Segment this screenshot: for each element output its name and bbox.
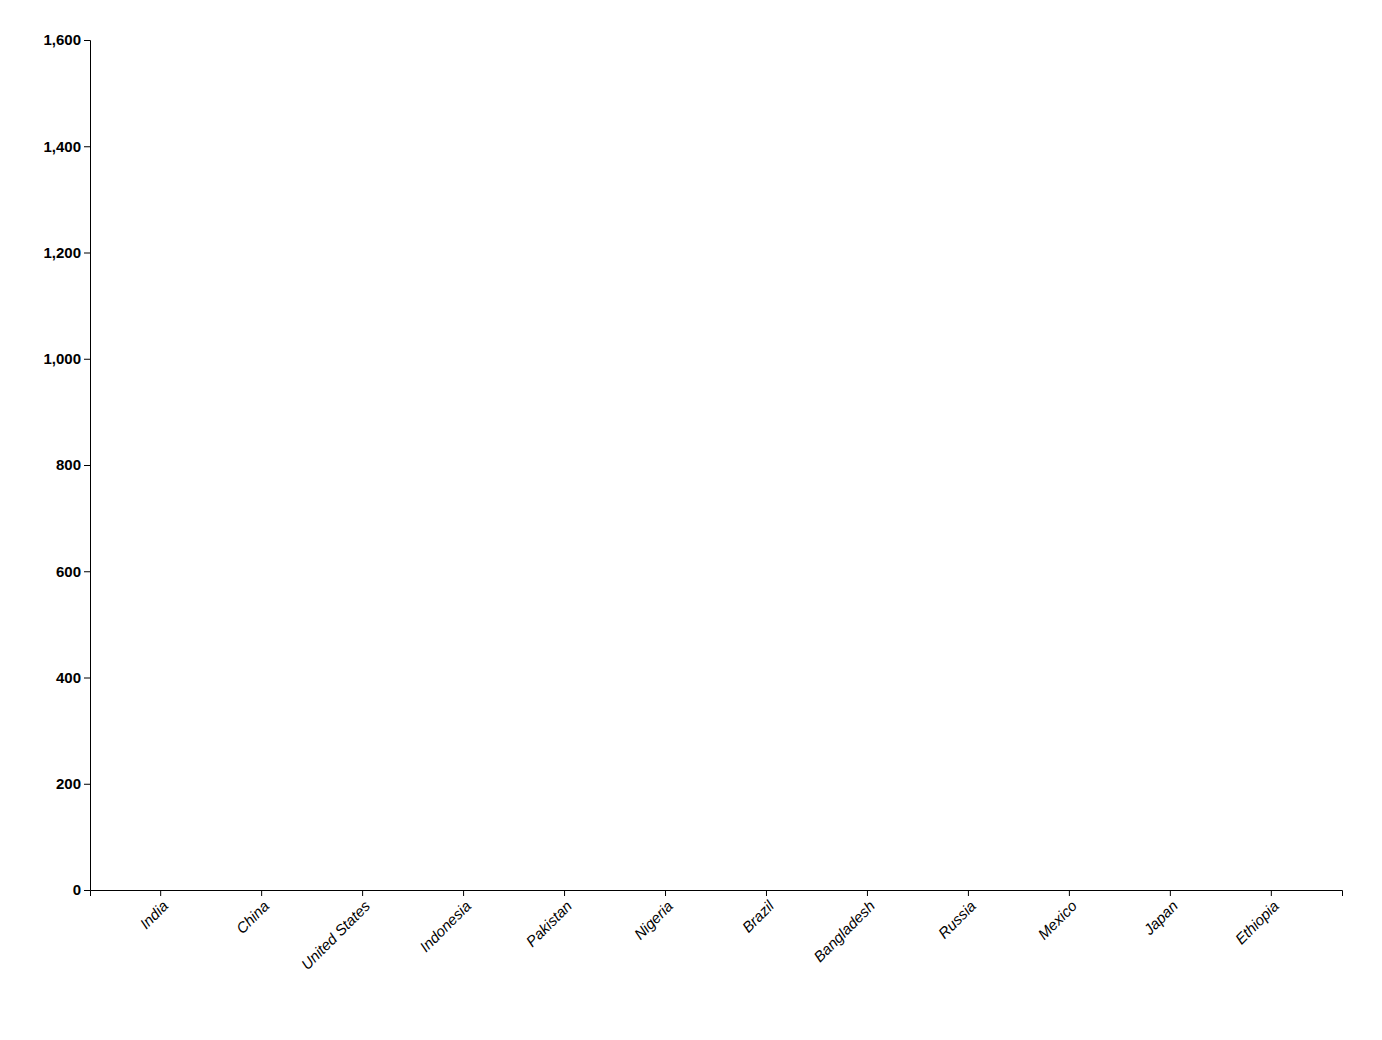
y-tick-label: 400 [56, 669, 81, 686]
x-tick-label: United States [298, 897, 374, 973]
chart: India China United States Indonesia Pakistan… [0, 0, 1382, 1040]
y-tick: 800 [56, 456, 90, 473]
x-tick: United States [298, 890, 374, 973]
x-tick-label: Pakistan [522, 897, 575, 950]
x-tick-label: Bangladesh [810, 897, 878, 965]
bar [938, 890, 999, 891]
y-tick-label: 1,200 [43, 244, 81, 261]
x-tick-label: Brazil [739, 897, 778, 936]
y-tick: 1,000 [43, 350, 90, 367]
y-tick-label: 600 [56, 563, 81, 580]
bar [736, 890, 797, 891]
bar [1140, 890, 1201, 891]
y-axis: 0 200 400 600 800 1,000 1,200 1,400 1,600 [43, 31, 90, 898]
x-tick: Indonesia [416, 890, 474, 955]
x-tick: Nigeria [630, 890, 676, 943]
x-tick-mark [1271, 890, 1272, 896]
x-tick-mark [261, 890, 262, 896]
bar [635, 890, 696, 891]
y-tick-mark [84, 359, 90, 360]
y-tick-mark [84, 253, 90, 254]
y-tick-label: 1,000 [43, 350, 81, 367]
x-tick-mark [766, 890, 767, 896]
x-tick: Brazil [739, 890, 778, 936]
x-tick: Russia [935, 890, 979, 942]
y-tick-label: 1,400 [43, 138, 81, 155]
plot: India China United States Indonesia Pakistan… [43, 31, 1342, 972]
y-axis-line [84, 41, 91, 891]
x-tick: Mexico [1034, 890, 1080, 943]
x-tick-label: Russia [935, 897, 979, 941]
bar [332, 890, 393, 891]
x-tick-mark [867, 890, 868, 896]
y-tick-label: 1,600 [43, 31, 81, 48]
x-tick-mark [564, 890, 565, 896]
y-tick: 600 [56, 563, 90, 580]
y-tick: 1,400 [43, 138, 90, 155]
y-tick-mark [84, 40, 90, 41]
y-tick-label: 0 [73, 881, 81, 898]
y-tick: 1,600 [43, 31, 90, 48]
x-tick-mark [1170, 890, 1171, 896]
bar [231, 890, 292, 891]
x-tick-label: India [136, 897, 171, 932]
x-tick: Ethiopia [1232, 890, 1282, 947]
y-tick-mark [84, 890, 90, 891]
y-tick-label: 800 [56, 456, 81, 473]
y-tick-mark [84, 784, 90, 785]
x-tick-mark [1069, 890, 1070, 896]
x-tick-label: Japan [1139, 897, 1181, 939]
y-tick: 1,200 [43, 244, 90, 261]
x-tick-mark [968, 890, 969, 896]
x-tick: India [136, 890, 171, 932]
y-tick: 400 [56, 669, 90, 686]
x-tick: Pakistan [522, 890, 575, 950]
bar [1039, 890, 1100, 891]
bar [837, 890, 898, 891]
bar [433, 890, 494, 891]
x-tick-mark [665, 890, 666, 896]
y-tick-mark [84, 678, 90, 679]
x-tick-mark [463, 890, 464, 896]
y-tick-label: 200 [56, 775, 81, 792]
y-tick-mark [84, 146, 90, 147]
x-axis-line [91, 891, 1343, 897]
bar [130, 890, 191, 891]
x-tick: Bangladesh [810, 890, 878, 965]
x-tick-mark [160, 890, 161, 896]
bar [1241, 890, 1302, 891]
bar [534, 890, 595, 891]
y-tick-mark [84, 465, 90, 466]
x-tick-label: China [233, 897, 273, 937]
x-tick-label: Ethiopia [1232, 897, 1282, 947]
y-tick: 200 [56, 775, 90, 792]
x-tick: China [233, 890, 273, 937]
x-tick-label: Nigeria [630, 897, 676, 943]
y-tick: 0 [73, 881, 90, 898]
x-tick: Japan [1139, 890, 1181, 939]
x-tick-label: Indonesia [416, 897, 474, 955]
x-tick-mark [362, 890, 363, 896]
x-axis: India China United States Indonesia Pakistan… [91, 890, 1343, 973]
x-tick-label: Mexico [1034, 897, 1080, 943]
y-tick-mark [84, 571, 90, 572]
